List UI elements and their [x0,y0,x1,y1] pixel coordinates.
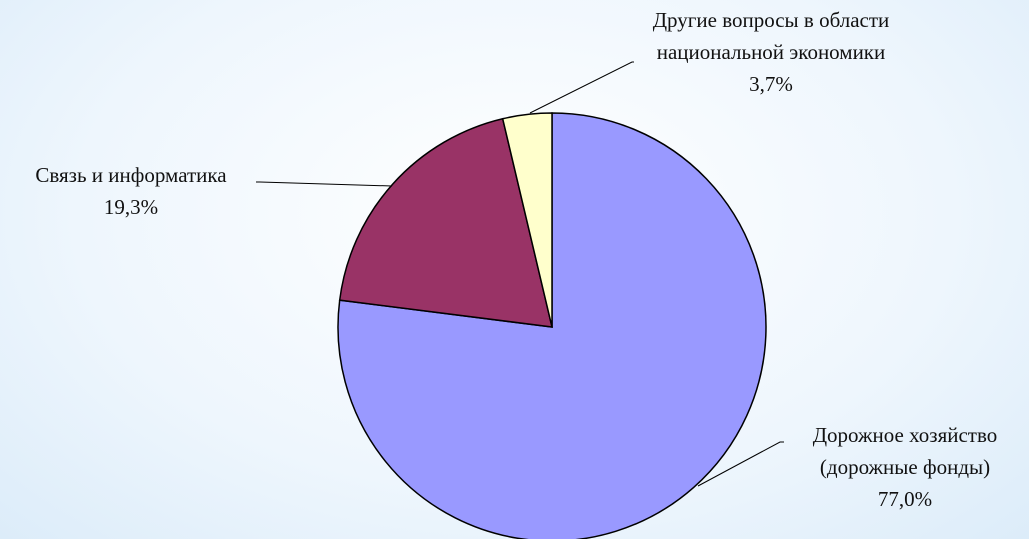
category-label: Связь и информатика [35,163,227,187]
leader-line [697,441,784,487]
leader-line [256,181,393,187]
value-label: 19,3% [103,195,159,219]
leader-line [529,61,634,114]
slice-label: Связь и информатика 19,3% [0,159,262,223]
slice-label: Дорожное хозяйство (дорожные фонды) 77,0… [780,419,1029,515]
pie-slice [501,112,553,328]
category-label: Дорожное хозяйство (дорожные фонды) [812,423,998,479]
slice-label: Другие вопросы в области национальной эк… [636,4,906,100]
value-label: 77,0% [877,487,933,511]
category-label: Другие вопросы в области национальной эк… [652,8,890,64]
pie-slice [338,117,553,328]
pie-slice [337,112,767,539]
value-label: 3,7% [749,72,793,96]
